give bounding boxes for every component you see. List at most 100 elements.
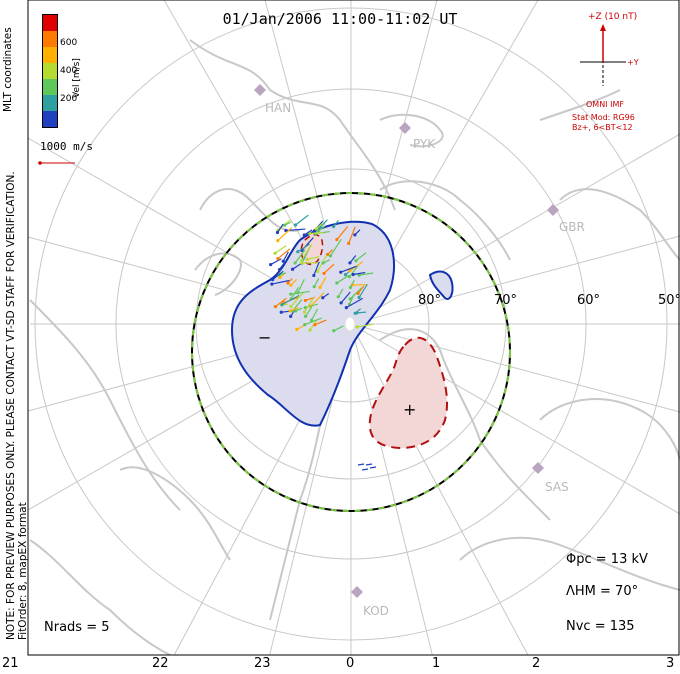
velocity-vector <box>295 214 309 226</box>
velocity-vector <box>333 220 339 227</box>
mlt-label-23: 23 <box>254 656 271 671</box>
colorbar-segment <box>43 47 57 63</box>
velocity-vector <box>304 317 322 326</box>
velocity-vector <box>323 263 335 274</box>
velocity-vector <box>353 271 366 276</box>
velocity-vector <box>322 259 330 264</box>
mlt-label-0: 0 <box>346 656 355 671</box>
velocity-vector <box>279 272 287 276</box>
velocity-colorbar <box>42 14 58 128</box>
velocity-vector <box>276 223 284 233</box>
velocity-vector <box>290 278 298 286</box>
potential-minimum-sign: − <box>258 328 272 347</box>
velocity-vector <box>349 287 363 300</box>
radar-label-han: HAN <box>265 101 292 115</box>
mlt-label-21: 21 <box>2 656 19 671</box>
radar-label-pyk: PYK <box>413 137 436 151</box>
velocity-vector <box>301 244 313 261</box>
map-title: 01/Jan/2006 11:00-11:02 UT <box>222 10 458 28</box>
velocity-vector <box>306 256 320 260</box>
velocity-vector <box>275 297 287 308</box>
velocity-vector <box>365 463 373 466</box>
velocity-vector <box>305 306 313 317</box>
cross-polar-potential: Φpc = 13 kV <box>566 552 648 567</box>
velocity-vector <box>354 229 361 236</box>
colorbar-tick-200: 200 <box>60 94 78 104</box>
velocity-vector <box>336 274 350 284</box>
colorbar-segment <box>43 63 57 79</box>
radar-label-kod: KOD <box>363 604 389 618</box>
colorbar-label: Vel [m/s] <box>72 58 82 98</box>
velocity-vector <box>309 319 318 331</box>
velocity-vector <box>297 279 305 293</box>
velocity-vector <box>296 325 305 330</box>
fit-order-note: FitOrder: 8, mapEX format <box>17 502 29 640</box>
velocity-vector <box>281 294 300 306</box>
phi-pc-label: Φpc <box>566 552 592 567</box>
velocity-vector <box>346 297 363 309</box>
lambda-hm-label: ΛHM <box>566 584 596 599</box>
velocity-vector <box>349 264 359 278</box>
velocity-vector <box>369 466 377 469</box>
mlt-label-22: 22 <box>152 656 169 671</box>
velocity-vector <box>297 243 310 253</box>
velocity-vector <box>304 297 315 313</box>
map-frame <box>27 0 680 656</box>
velocity-vector <box>277 227 293 242</box>
imf-z-label: +Z (10 nT) <box>588 12 638 22</box>
n-vc-value: = 135 <box>594 619 635 634</box>
mlt-label-3: 3 <box>666 656 675 671</box>
n-rads-label: Nrads <box>44 620 83 635</box>
colorbar-segment <box>43 95 57 111</box>
velocity-vector <box>290 307 299 312</box>
n-vc-label: Nvc <box>566 619 591 634</box>
velocity-vector <box>313 261 320 276</box>
vector-count: Nvc = 135 <box>566 619 635 634</box>
velocity-vector <box>340 265 357 273</box>
latitude-label-70: 70° <box>494 293 518 308</box>
velocity-vector <box>295 307 303 312</box>
lambda-hm-value: = 70° <box>600 584 639 599</box>
latitude-label-80: 80° <box>418 293 442 308</box>
radar-label-sas: SAS <box>545 480 569 494</box>
colorbar-tick-600: 600 <box>60 38 78 48</box>
preview-note: NOTE: FOR PREVIEW PURPOSES ONLY. PLEASE … <box>5 171 17 640</box>
velocity-vector <box>310 308 319 321</box>
velocity-vector <box>315 222 324 230</box>
imf-source-label: OMNI IMF <box>586 100 624 109</box>
n-rads-value: = 5 <box>86 620 110 635</box>
velocity-vector <box>322 293 330 299</box>
velocity-vector <box>333 325 344 332</box>
velocity-vector <box>292 262 302 270</box>
velocity-vector <box>356 311 367 314</box>
velocity-vector <box>349 255 357 264</box>
velocity-vector <box>274 245 287 254</box>
velocity-vector <box>327 249 334 255</box>
colorbar-segment <box>43 15 57 31</box>
velocity-vector <box>279 273 285 279</box>
latitude-label-50: 50° <box>658 293 680 308</box>
radar-label-gbr: GBR <box>559 220 585 234</box>
velocity-vector <box>359 272 374 276</box>
velocity-vector <box>271 279 290 285</box>
velocity-vector <box>340 291 351 304</box>
velocity-vector <box>357 285 365 294</box>
velocity-vector <box>355 252 367 262</box>
radar-count: Nrads = 5 <box>44 620 110 635</box>
negative-potential-cell-small <box>428 270 454 300</box>
velocity-vector <box>278 259 287 270</box>
velocity-vector <box>319 219 328 229</box>
velocity-vector <box>357 323 374 328</box>
reference-vector-label: 1000 m/s <box>40 140 93 153</box>
velocity-vector <box>313 278 320 287</box>
velocity-vector <box>319 277 327 288</box>
velocity-vector <box>336 226 349 240</box>
velocity-vector <box>284 221 292 226</box>
negative-potential-cell <box>230 220 395 427</box>
velocity-vector <box>329 238 342 257</box>
hm-latitude: ΛHM = 70° <box>566 584 638 599</box>
heppner-maynard-boundary <box>191 192 511 512</box>
potential-maximum-sign: + <box>403 400 417 419</box>
velocity-vector <box>358 284 368 298</box>
